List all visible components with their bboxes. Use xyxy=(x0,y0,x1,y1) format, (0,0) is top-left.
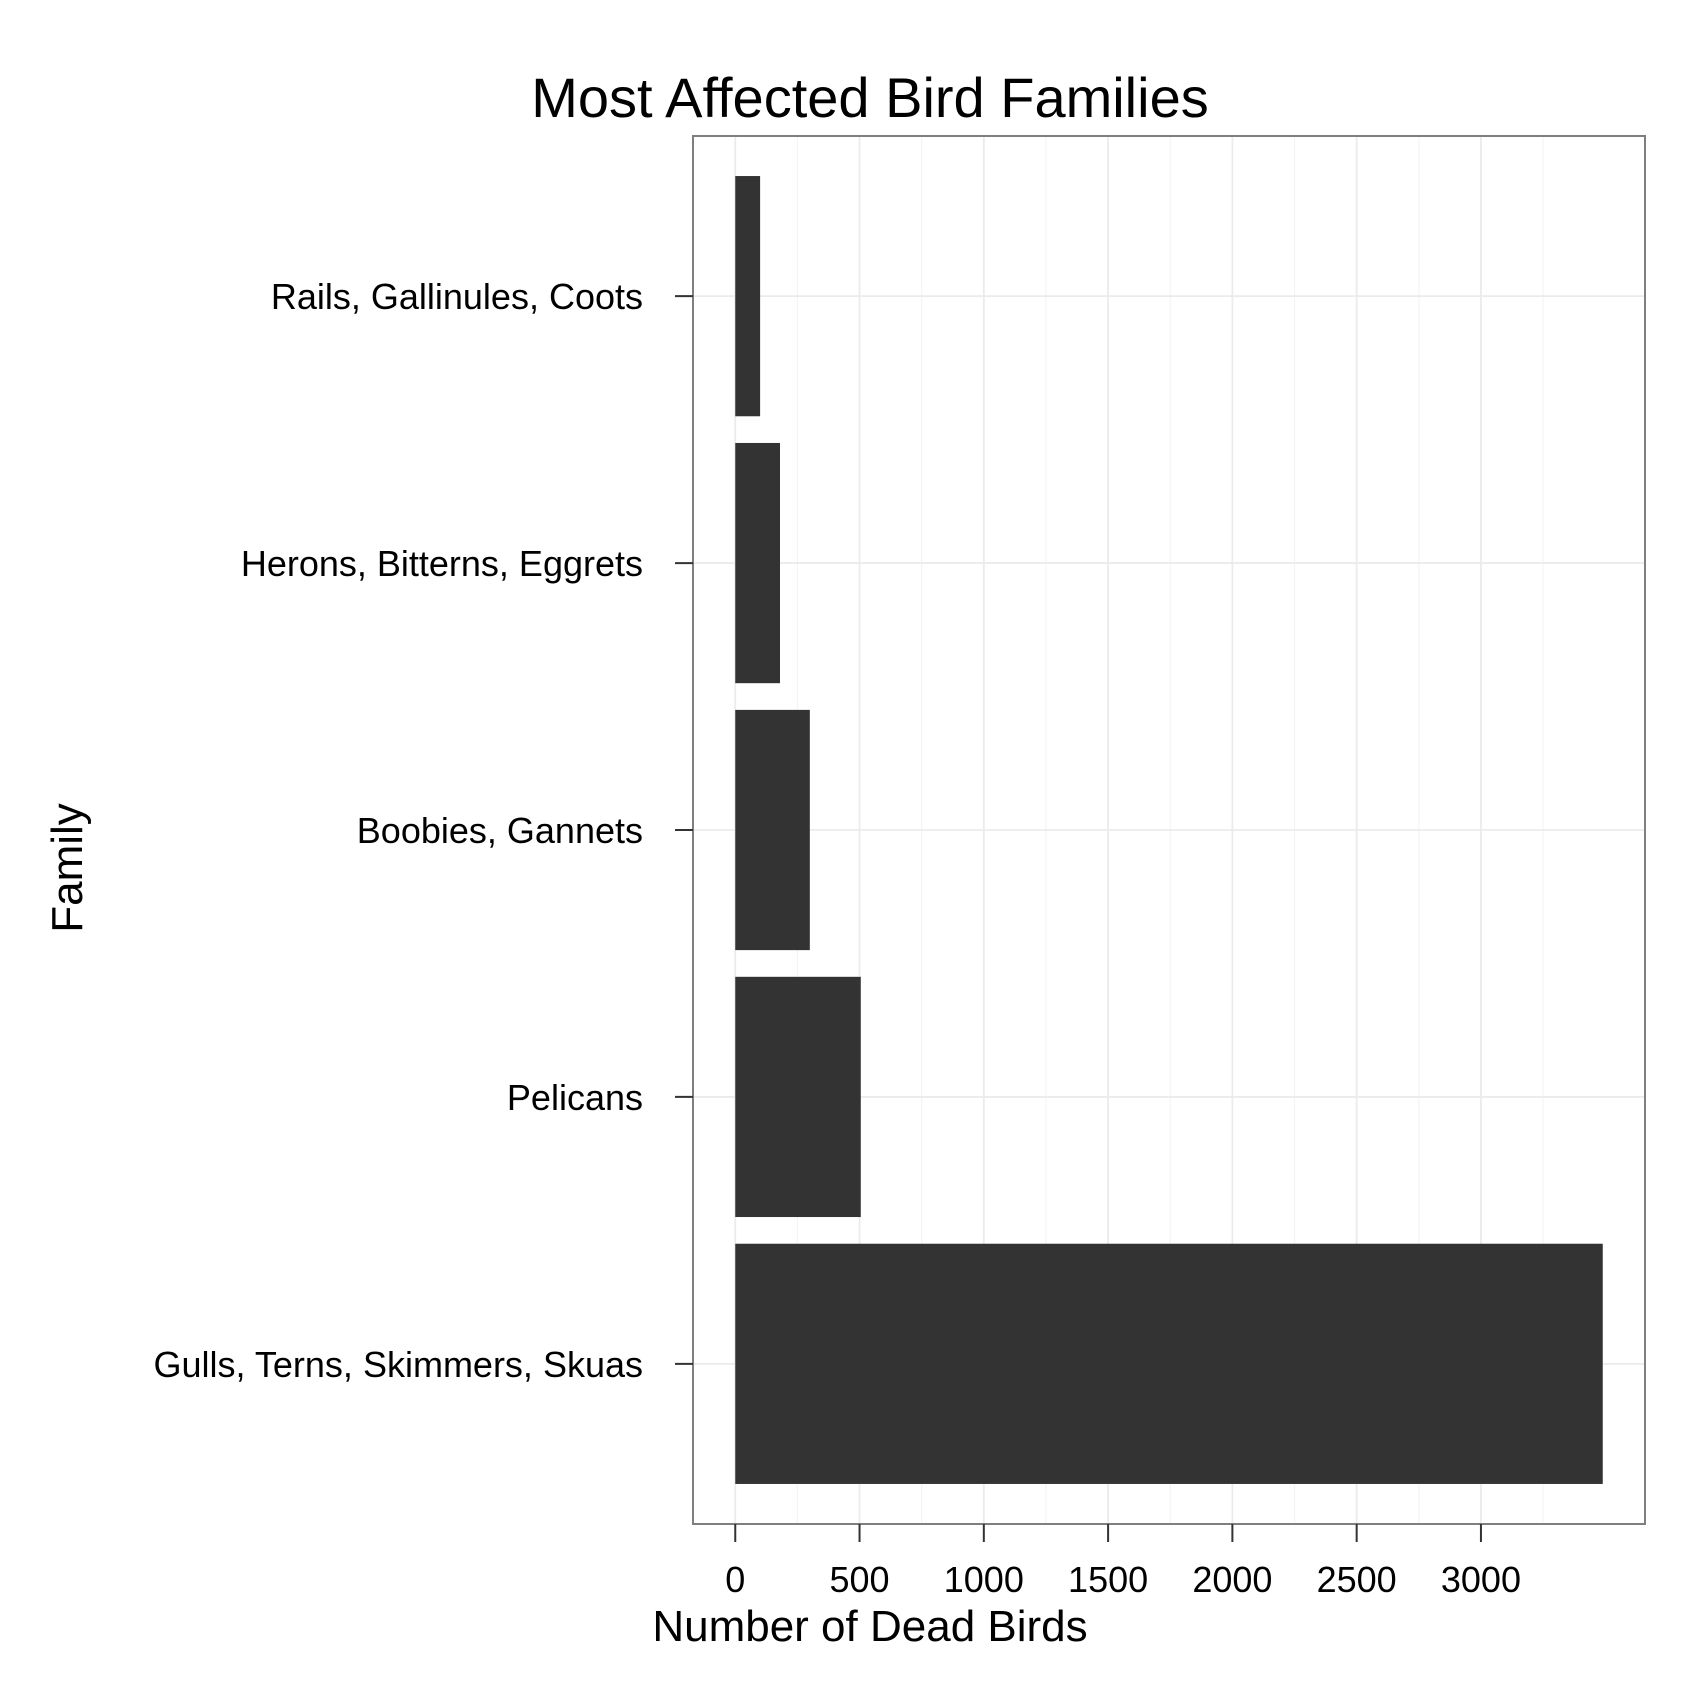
x-tick-label: 1000 xyxy=(944,1559,1024,1600)
x-tick-label: 500 xyxy=(829,1559,889,1600)
bars xyxy=(735,176,1603,1484)
x-tick-label: 0 xyxy=(725,1559,745,1600)
y-tick-label: Herons, Bitterns, Eggrets xyxy=(241,543,643,584)
x-tick-label: 2000 xyxy=(1192,1559,1272,1600)
bar-1 xyxy=(735,976,861,1218)
y-axis-ticks: Gulls, Terns, Skimmers, Skuas Pelicans Boo… xyxy=(154,276,693,1385)
x-tick-label: 1500 xyxy=(1068,1559,1148,1600)
bar-3 xyxy=(735,442,780,684)
y-tick-label: Pelicans xyxy=(507,1077,643,1118)
x-tick-label: 2500 xyxy=(1317,1559,1397,1600)
y-tick-label: Rails, Gallinules, Coots xyxy=(271,276,643,317)
bar-2 xyxy=(735,709,810,951)
bar-0 xyxy=(735,1243,1603,1484)
y-axis-title: Family xyxy=(43,803,92,933)
chart-title: Most Affected Bird Families xyxy=(531,66,1208,129)
x-axis-title: Number of Dead Birds xyxy=(652,1602,1087,1651)
x-axis-ticks: 0 500 1000 1500 2000 2500 3000 xyxy=(725,1524,1521,1600)
x-tick-label: 3000 xyxy=(1441,1559,1521,1600)
y-tick-label: Gulls, Terns, Skimmers, Skuas xyxy=(154,1344,643,1385)
y-tick-label: Boobies, Gannets xyxy=(357,810,643,851)
bar-4 xyxy=(735,176,761,417)
